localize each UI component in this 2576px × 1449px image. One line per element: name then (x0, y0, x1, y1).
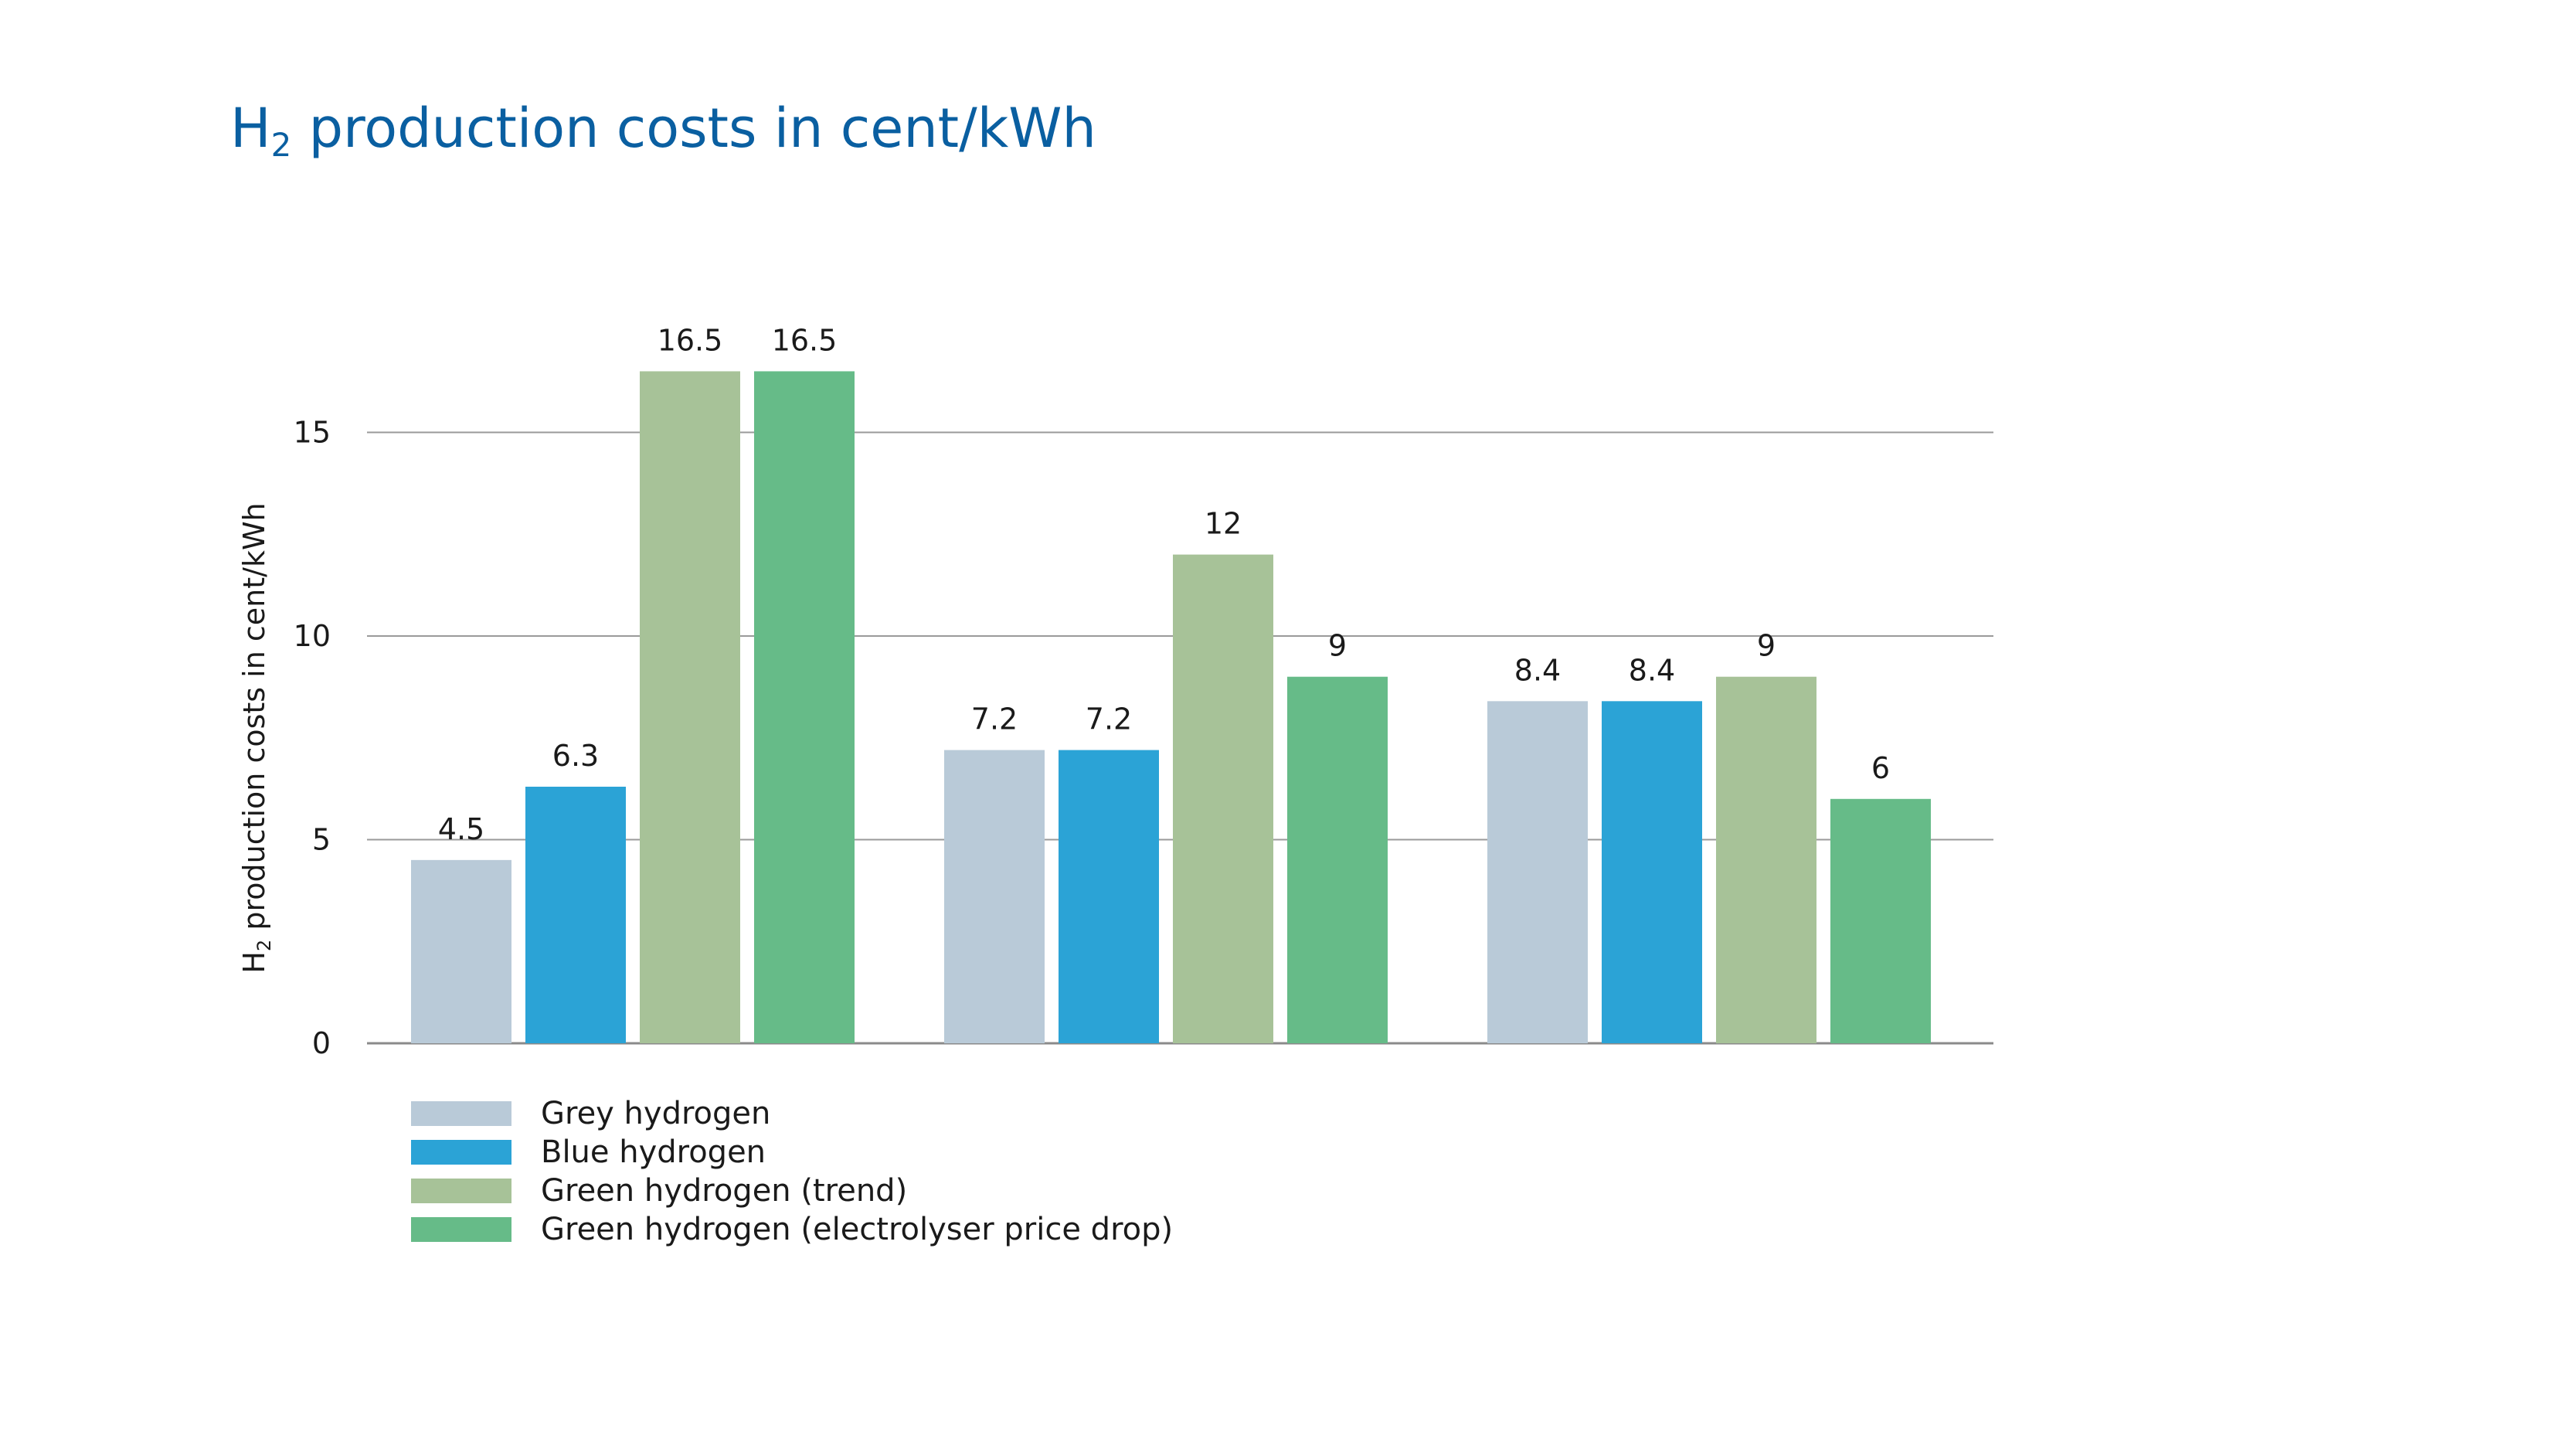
legend-label: Grey hydrogen (541, 1096, 770, 1131)
chart-title-subscript: 2 (270, 126, 292, 164)
bar (754, 371, 855, 1043)
legend-label: Green hydrogen (electrolyser price drop) (541, 1212, 1173, 1247)
bar (525, 786, 626, 1043)
chart-title-rest: production costs in cent/kWh (291, 97, 1096, 160)
bar (1602, 701, 1702, 1043)
data-label: 6.3 (552, 739, 599, 773)
y-axis-title: H2 production costs in cent/kWh (237, 502, 275, 973)
data-label: 8.4 (1514, 653, 1561, 687)
bar (1059, 750, 1159, 1043)
bar (411, 859, 511, 1043)
data-label: 4.5 (438, 812, 484, 846)
bar (1173, 554, 1273, 1043)
data-label: 9 (1328, 629, 1347, 663)
bars (411, 371, 1931, 1043)
chart-title-main: H (230, 97, 271, 160)
y-tick-label: 10 (294, 619, 331, 653)
y-tick-label: 15 (294, 416, 331, 450)
data-label: 16.5 (658, 323, 723, 357)
y-axis: 0 5 10 15 (294, 416, 331, 1061)
legend-swatch (411, 1217, 511, 1242)
data-label: 12 (1205, 507, 1242, 541)
legend-swatch (411, 1101, 511, 1126)
data-label: 8.4 (1629, 653, 1675, 687)
bar (1716, 676, 1816, 1043)
bar (1830, 798, 1931, 1043)
data-label: 16.5 (772, 323, 838, 357)
data-label: 7.2 (1086, 702, 1132, 736)
y-tick-label: 0 (312, 1026, 331, 1060)
data-label: 9 (1757, 629, 1776, 663)
bar (944, 750, 1045, 1043)
bar (1287, 676, 1388, 1043)
bar (1487, 701, 1588, 1043)
legend-swatch (411, 1179, 511, 1203)
bar (640, 371, 740, 1043)
y-tick-label: 5 (312, 823, 331, 857)
legend-label: Green hydrogen (trend) (541, 1173, 907, 1209)
legend-label: Blue hydrogen (541, 1134, 766, 1170)
legend-swatch (411, 1140, 511, 1165)
chart-title: H2 production costs in cent/kWh (230, 97, 1096, 162)
data-labels: 4.5 7.2 8.4 6.3 7.2 8.4 16.5 12 9 16.5 9 6 (438, 323, 1890, 845)
data-label: 6 (1871, 751, 1890, 785)
data-label: 7.2 (971, 702, 1018, 736)
